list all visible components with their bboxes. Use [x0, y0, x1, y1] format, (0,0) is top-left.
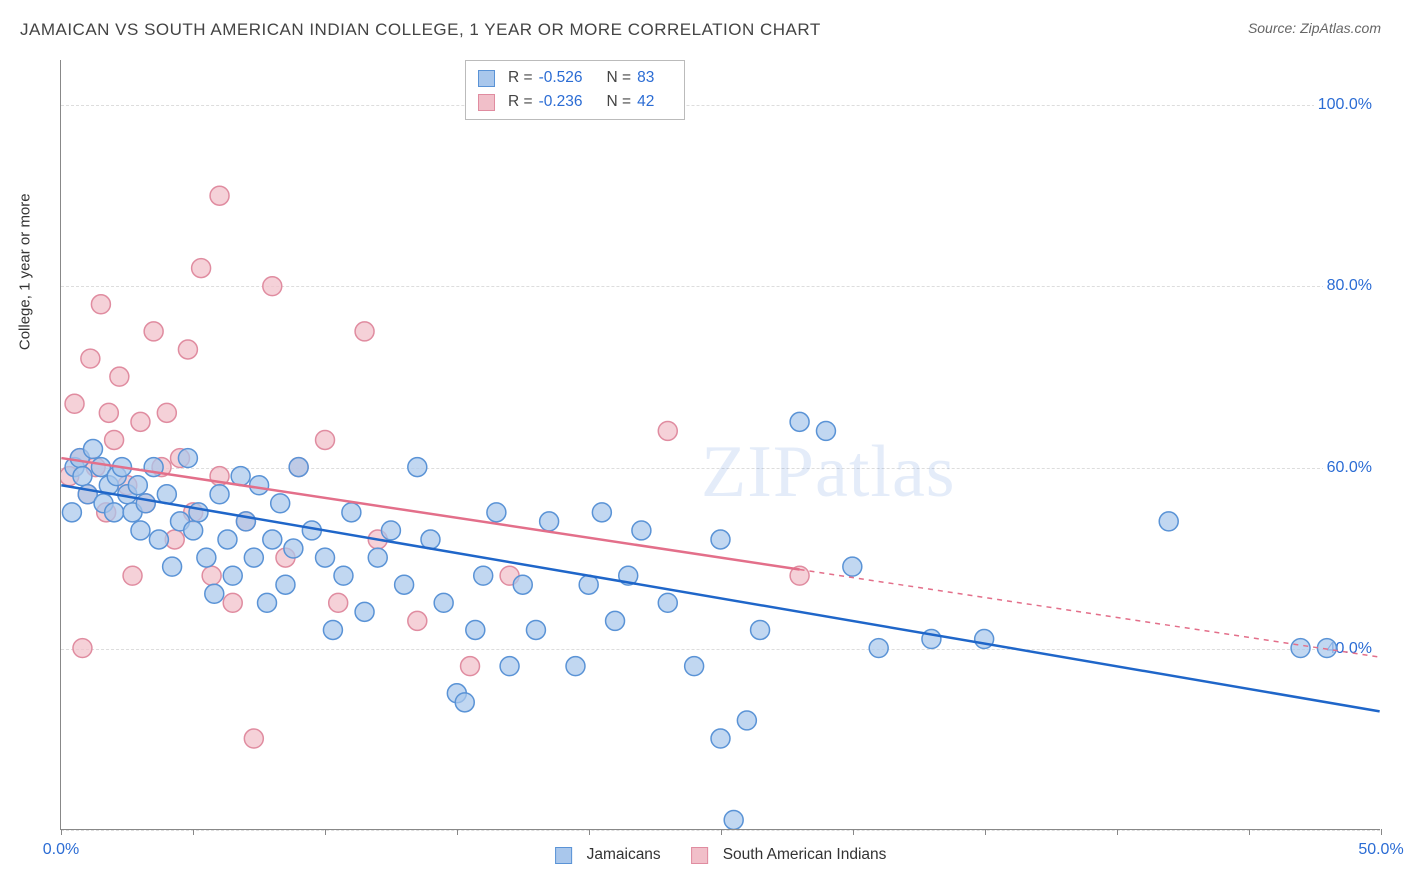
swatch-jamaicans-bottom [555, 847, 572, 864]
x-tick-label: 0.0% [43, 841, 79, 859]
source-prefix: Source: [1248, 20, 1300, 36]
n-label: N = [607, 69, 632, 87]
legend-item-sai: South American Indians [691, 846, 887, 864]
r-label: R = [508, 69, 533, 87]
n-value-sai: 42 [637, 93, 654, 111]
chart-title: JAMAICAN VS SOUTH AMERICAN INDIAN COLLEG… [20, 20, 821, 40]
scatter-svg [61, 60, 1380, 829]
x-tick-label: 50.0% [1358, 841, 1403, 859]
r-label-2: R = [508, 93, 533, 111]
source-attribution: Source: ZipAtlas.com [1248, 20, 1381, 36]
swatch-sai [478, 94, 495, 111]
chart-plot-area: ZIPatlas 40.0%60.0%80.0%100.0%0.0%50.0% … [60, 60, 1380, 830]
n-value-jamaicans: 83 [637, 69, 654, 87]
swatch-sai-bottom [691, 847, 708, 864]
stats-row-jamaicans: R = -0.526 N = 83 [478, 66, 672, 90]
n-label-2: N = [607, 93, 632, 111]
legend-label-sai: South American Indians [723, 846, 887, 864]
legend-item-jamaicans: Jamaicans [555, 846, 661, 864]
stats-legend-box: R = -0.526 N = 83 R = -0.236 N = 42 [465, 60, 685, 120]
legend-label-jamaicans: Jamaicans [587, 846, 661, 864]
y-axis-label: College, 1 year or more [17, 193, 34, 350]
stats-row-sai: R = -0.236 N = 42 [478, 90, 672, 114]
r-value-jamaicans: -0.526 [539, 69, 583, 87]
bottom-legend: Jamaicans South American Indians [555, 846, 887, 864]
r-value-sai: -0.236 [539, 93, 583, 111]
source-name: ZipAtlas.com [1300, 20, 1381, 36]
swatch-jamaicans [478, 70, 495, 87]
